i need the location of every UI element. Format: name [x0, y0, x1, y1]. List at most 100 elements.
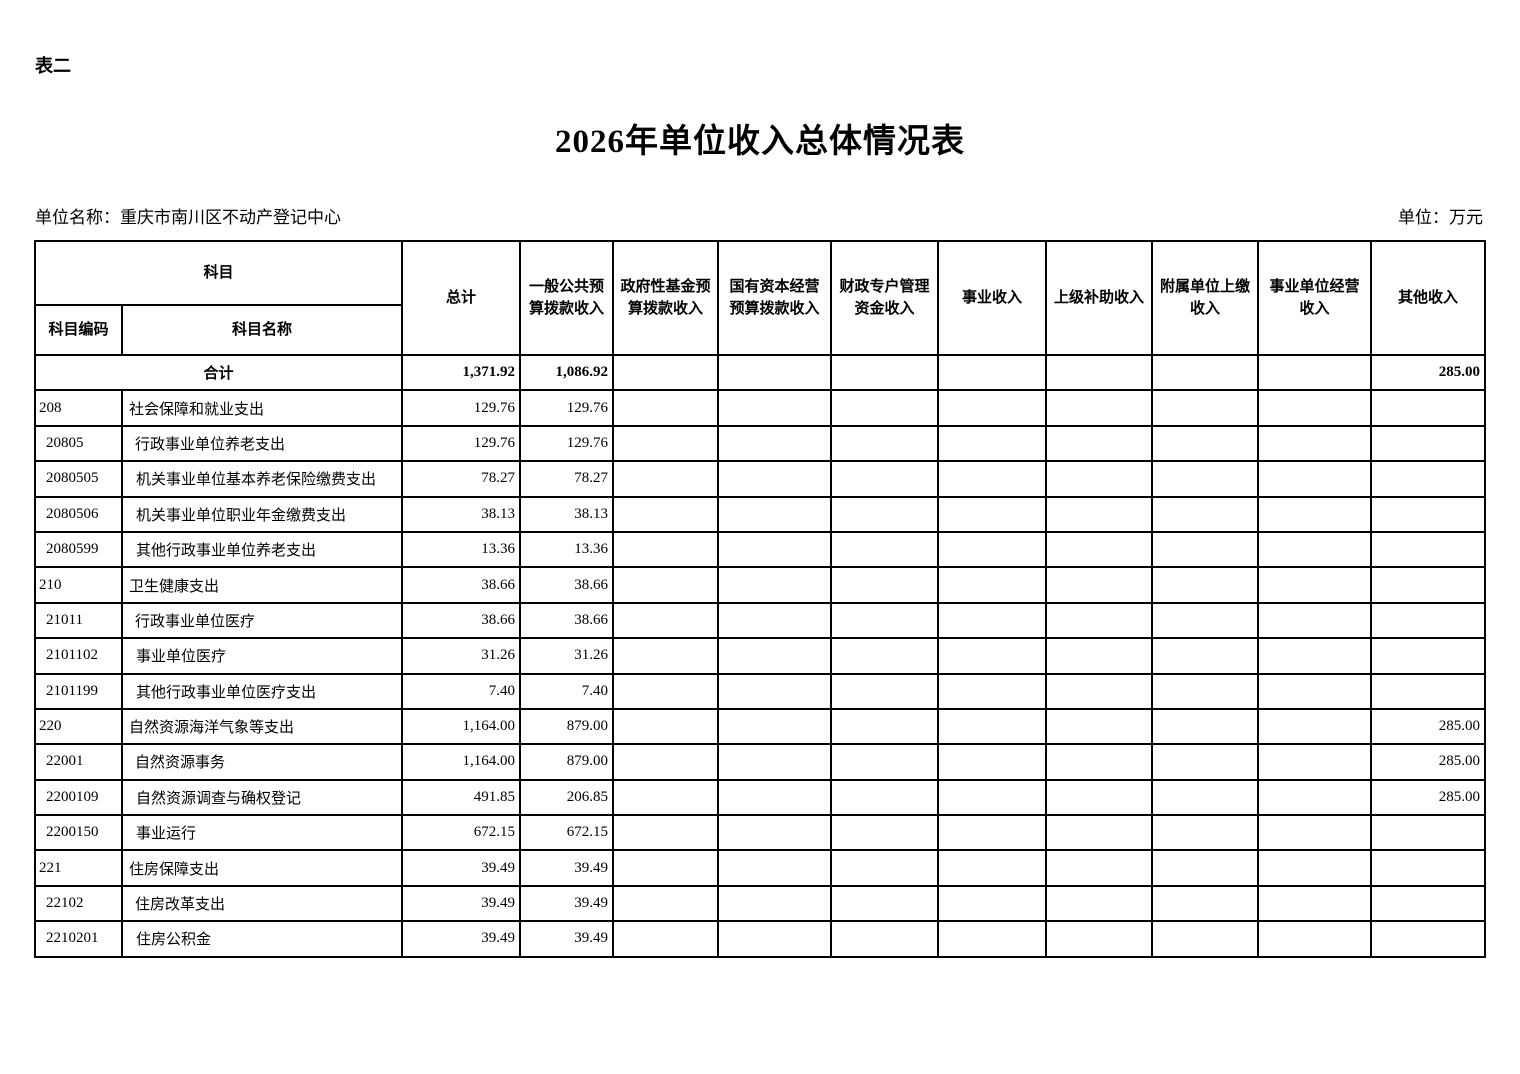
row-code-cell: 2101102 [34, 637, 123, 675]
value-cell-7 [1151, 566, 1260, 604]
column-header-government-fund-budget: 政府性基金预算拨款收入 [612, 240, 720, 356]
value-cell-2 [612, 743, 720, 781]
value-cell-0: 38.66 [401, 566, 522, 604]
value-cell-8 [1257, 672, 1373, 710]
value-cell-7 [1151, 601, 1260, 640]
value-cell-9 [1370, 814, 1487, 852]
value-cell-6 [1045, 672, 1154, 710]
value-cell-6 [1045, 601, 1154, 640]
row-code-cell: 2200109 [34, 778, 123, 817]
value-cell-4 [830, 530, 940, 569]
value-cell-2 [612, 884, 720, 923]
value-cell-7 [1151, 637, 1260, 675]
total-value-cell-7 [1151, 353, 1260, 392]
total-value-cell-3 [717, 353, 833, 392]
row-name-cell: 机关事业单位基本养老保险缴费支出 [120, 460, 404, 498]
value-cell-4 [830, 884, 940, 923]
row-name-cell: 卫生健康支出 [120, 566, 404, 604]
row-code-cell: 2200150 [34, 814, 123, 852]
value-cell-7 [1151, 849, 1260, 887]
value-cell-9: 285.00 [1370, 707, 1487, 746]
value-cell-9 [1370, 849, 1487, 887]
value-cell-4 [830, 389, 940, 427]
column-header-other-income: 其他收入 [1370, 240, 1487, 356]
value-cell-1: 38.66 [519, 601, 615, 640]
value-cell-9 [1370, 424, 1487, 463]
unit-name-label: 单位名称：重庆市南川区不动产登记中心 [35, 208, 341, 227]
value-cell-3 [717, 778, 833, 817]
value-cell-2 [612, 920, 720, 958]
header-row-1: 科目 总计 一般公共预算拨款收入 政府性基金预算拨款收入 国有资本经营预算拨款收… [33, 240, 1487, 356]
value-cell-1: 38.66 [519, 566, 615, 604]
value-cell-4 [830, 460, 940, 498]
value-cell-2 [612, 778, 720, 817]
value-cell-7 [1151, 530, 1260, 569]
table-header: 科目 总计 一般公共预算拨款收入 政府性基金预算拨款收入 国有资本经营预算拨款收… [33, 240, 1487, 356]
value-cell-4 [830, 672, 940, 710]
value-cell-3 [717, 460, 833, 498]
value-cell-4 [830, 778, 940, 817]
table-row: 2080506 机关事业单位职业年金缴费支出 38.13 38.13 [34, 495, 1487, 533]
value-cell-5 [937, 849, 1048, 887]
column-header-subordinate-remittance: 附属单位上缴收入 [1151, 240, 1260, 356]
column-header-general-public-budget: 一般公共预算拨款收入 [519, 240, 615, 356]
subject-code-header: 科目编码 [34, 304, 123, 356]
value-cell-7 [1151, 424, 1260, 463]
value-cell-5 [937, 530, 1048, 569]
value-cell-1: 879.00 [519, 707, 615, 746]
row-code-cell: 2080599 [34, 530, 123, 569]
total-value-cell-9: 285.00 [1370, 353, 1487, 392]
table-row: 220 自然资源海洋气象等支出 1,164.00 879.00 285.00 [34, 707, 1487, 746]
row-name-cell: 事业单位医疗 [120, 637, 404, 675]
column-header-total: 总计 [401, 240, 522, 356]
value-cell-8 [1257, 743, 1373, 781]
table-row: 2080599 其他行政事业单位养老支出 13.36 13.36 [34, 530, 1487, 569]
row-name-cell: 住房公积金 [120, 920, 404, 958]
value-cell-5 [937, 672, 1048, 710]
value-cell-2 [612, 672, 720, 710]
total-value-cell-1: 1,086.92 [519, 353, 615, 392]
value-cell-8 [1257, 424, 1373, 463]
value-cell-3 [717, 389, 833, 427]
value-cell-3 [717, 424, 833, 463]
value-cell-9 [1370, 672, 1487, 710]
total-row-label: 合计 [33, 353, 404, 392]
column-header-superior-subsidy: 上级补助收入 [1045, 240, 1154, 356]
value-cell-9: 285.00 [1370, 743, 1487, 781]
value-cell-9 [1370, 566, 1487, 604]
value-cell-0: 672.15 [401, 814, 522, 852]
value-cell-9 [1370, 920, 1487, 958]
value-cell-1: 879.00 [519, 743, 615, 781]
table-row: 22001 自然资源事务 1,164.00 879.00 285.00 [34, 743, 1487, 781]
header-row-2: 科目编码 科目名称 [34, 304, 1485, 356]
column-header-state-capital-budget: 国有资本经营预算拨款收入 [717, 240, 833, 356]
row-code-cell: 208 [34, 389, 123, 427]
value-cell-8 [1257, 884, 1373, 923]
row-code-cell: 2080505 [34, 460, 123, 498]
form-label: 表二 [35, 56, 71, 76]
value-cell-0: 38.66 [401, 601, 522, 640]
value-cell-6 [1045, 920, 1154, 958]
table-row: 2210201 住房公积金 39.49 39.49 [34, 920, 1487, 958]
value-cell-7 [1151, 743, 1260, 781]
value-cell-1: 129.76 [519, 424, 615, 463]
row-name-cell: 住房保障支出 [120, 849, 404, 887]
value-cell-8 [1257, 566, 1373, 604]
value-cell-0: 1,164.00 [401, 743, 522, 781]
value-cell-7 [1151, 707, 1260, 746]
table-row: 208 社会保障和就业支出 129.76 129.76 [34, 389, 1487, 427]
row-name-cell: 事业运行 [120, 814, 404, 852]
value-cell-8 [1257, 920, 1373, 958]
value-cell-0: 39.49 [401, 849, 522, 887]
value-cell-1: 206.85 [519, 778, 615, 817]
value-cell-5 [937, 389, 1048, 427]
value-cell-8 [1257, 495, 1373, 533]
value-cell-7 [1151, 672, 1260, 710]
value-cell-0: 39.49 [401, 884, 522, 923]
value-cell-3 [717, 672, 833, 710]
value-cell-8 [1257, 814, 1373, 852]
value-cell-1: 78.27 [519, 460, 615, 498]
row-name-cell: 住房改革支出 [120, 884, 404, 923]
value-cell-2 [612, 424, 720, 463]
row-name-cell: 其他行政事业单位养老支出 [120, 530, 404, 569]
